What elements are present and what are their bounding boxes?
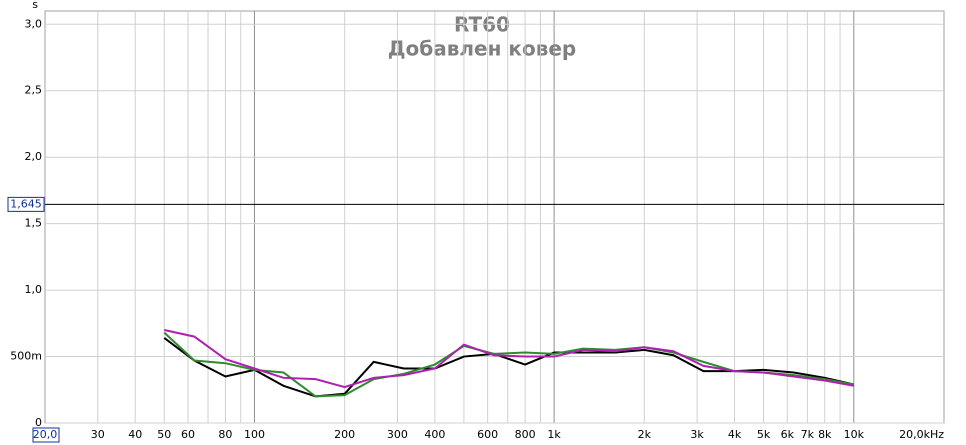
x-tick-label: 5k xyxy=(757,428,771,441)
x-tick-label: 10k xyxy=(844,428,865,441)
x-tick-label: 600 xyxy=(477,428,498,441)
x-tick-label: 2k xyxy=(638,428,652,441)
plot-area xyxy=(44,10,945,424)
y-tick-label: 2,0 xyxy=(25,150,43,163)
x-tick-label: 3k xyxy=(690,428,704,441)
x-tick-label: 800 xyxy=(515,428,536,441)
x-tick-label: 30 xyxy=(91,428,105,441)
x-tick-label: 400 xyxy=(424,428,445,441)
y-tick-label: 3,0 xyxy=(25,17,43,30)
x-tick-label: 4k xyxy=(728,428,742,441)
y-unit: s xyxy=(32,0,38,11)
x-tick-label: 100 xyxy=(244,428,265,441)
x-tick-label: 80 xyxy=(218,428,232,441)
y-tick-label: 1,0 xyxy=(25,283,43,296)
x-tick-label: 60 xyxy=(181,428,195,441)
x-tick-label: 20,0 xyxy=(33,428,58,441)
x-tick-label: 20,0kHz xyxy=(899,428,944,441)
y-tick-label: 2,5 xyxy=(25,84,43,97)
y-tick-label: 0 xyxy=(35,416,42,429)
chart-subtitle: Добавлен ковер xyxy=(388,37,577,61)
x-tick-label: 1k xyxy=(547,428,561,441)
x-tick-label: 50 xyxy=(157,428,171,441)
x-tick-label: 7k xyxy=(801,428,815,441)
y-tick-label: 500m xyxy=(10,350,42,363)
y-tick-label: 1,5 xyxy=(25,217,43,230)
x-tick-label: 300 xyxy=(387,428,408,441)
x-origin-box xyxy=(32,427,60,443)
x-tick-label: 6k xyxy=(781,428,795,441)
x-tick-label: 40 xyxy=(128,428,142,441)
x-tick-label: 8k xyxy=(818,428,832,441)
x-tick-label: 200 xyxy=(334,428,355,441)
cursor-box xyxy=(7,196,45,212)
series-line xyxy=(164,328,854,389)
cursor-label: 1,645 xyxy=(10,197,42,210)
